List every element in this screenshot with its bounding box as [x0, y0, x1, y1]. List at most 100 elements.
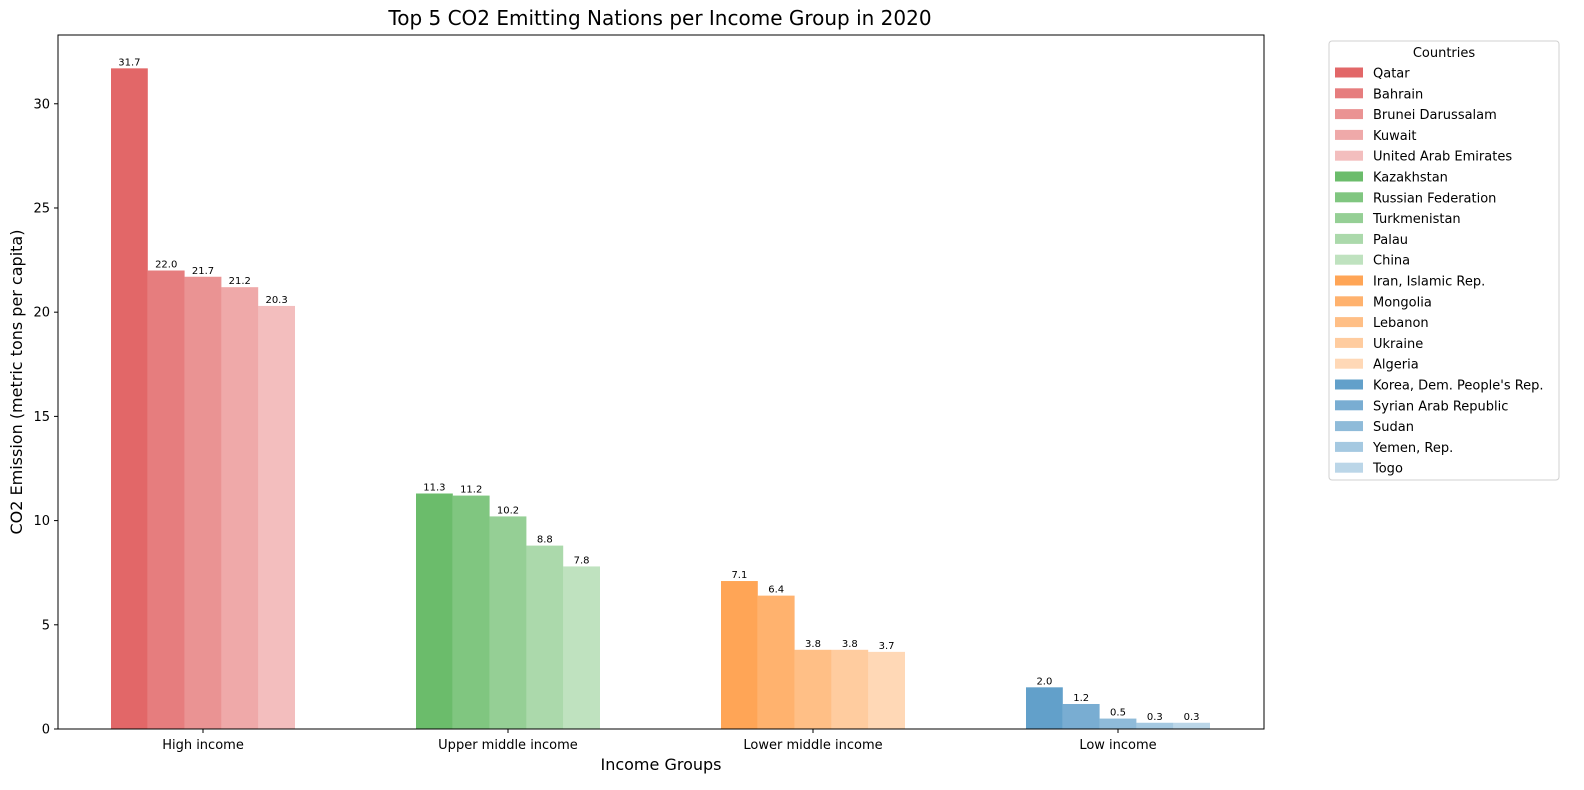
- legend-swatch: [1335, 233, 1363, 244]
- legend-label: Brunei Darussalam: [1373, 108, 1497, 123]
- legend-label: Russian Federation: [1373, 191, 1496, 206]
- legend-label: Yemen, Rep.: [1372, 441, 1453, 456]
- data-label: 11.3: [423, 483, 445, 494]
- data-label: 8.8: [537, 535, 553, 546]
- data-label: 0.3: [1184, 712, 1200, 723]
- data-label: 7.1: [731, 570, 747, 581]
- data-label: 0.5: [1110, 708, 1126, 719]
- data-label: 7.8: [574, 555, 590, 566]
- legend-swatch: [1335, 150, 1363, 161]
- legend-label: China: [1373, 254, 1410, 269]
- legend-label: Lebanon: [1373, 316, 1429, 331]
- data-label: 3.8: [805, 639, 821, 650]
- legend-swatch: [1335, 213, 1363, 224]
- legend-swatch: [1335, 379, 1363, 390]
- data-label: 1.2: [1073, 693, 1089, 704]
- data-label: 22.0: [155, 260, 177, 271]
- data-label: 6.4: [768, 585, 784, 596]
- legend-swatch: [1335, 192, 1363, 203]
- legend-title: Countries: [1413, 46, 1476, 61]
- bar: [1062, 703, 1100, 729]
- y-axis: 0 5 10 15 20 25 30: [33, 97, 58, 738]
- x-tick-label: Low income: [1079, 738, 1156, 753]
- legend-swatch: [1335, 67, 1363, 78]
- legend-label: Algeria: [1373, 358, 1419, 373]
- bar: [794, 649, 832, 729]
- data-label: 11.2: [460, 485, 482, 496]
- bar: [147, 270, 185, 729]
- bar: [1173, 722, 1210, 729]
- bar: [1026, 687, 1063, 729]
- bar: [452, 495, 490, 729]
- y-tick-label: 30: [33, 97, 50, 112]
- y-tick-label: 25: [33, 201, 50, 216]
- x-tick-label: Upper middle income: [438, 738, 578, 753]
- bar: [868, 651, 905, 729]
- legend-label: Turkmenistan: [1372, 212, 1461, 227]
- legend-swatch: [1335, 88, 1363, 99]
- chart-title: Top 5 CO2 Emitting Nations per Income Gr…: [387, 6, 931, 30]
- bar: [184, 276, 222, 729]
- data-labels-layer: 31.7 22.0 21.7 21.2 20.3 11.3 11.2 10.2 8.8 7.8 7.…: [118, 57, 1199, 722]
- legend-swatch: [1335, 400, 1363, 411]
- legend-label: Ukraine: [1373, 337, 1423, 352]
- bar: [1136, 722, 1174, 729]
- legend-frame: [1328, 40, 1560, 481]
- legend-label: Qatar: [1373, 67, 1410, 82]
- bar: [416, 493, 453, 729]
- bar: [721, 581, 758, 729]
- data-label: 20.3: [265, 295, 287, 306]
- legend-label: Mongolia: [1373, 295, 1432, 310]
- legend-swatch: [1335, 317, 1363, 328]
- bar: [489, 516, 527, 729]
- bar: [1099, 718, 1137, 729]
- legend-swatch: [1335, 421, 1363, 432]
- y-tick-label: 5: [42, 618, 50, 633]
- legend-label: United Arab Emirates: [1373, 150, 1512, 165]
- y-tick-label: 15: [33, 410, 50, 425]
- legend-label: Togo: [1372, 462, 1403, 477]
- x-axis: High income Upper middle income Lower midd…: [162, 729, 1157, 753]
- y-tick-label: 10: [33, 514, 50, 529]
- x-axis-label: Income Groups: [600, 755, 721, 774]
- data-label: 31.7: [118, 57, 140, 68]
- bar: [757, 595, 795, 729]
- legend-swatch: [1335, 109, 1363, 120]
- legend-label: Kuwait: [1373, 129, 1416, 144]
- legend-swatch: [1335, 254, 1363, 265]
- bar: [526, 545, 564, 729]
- legend-items: Qatar Bahrain Brunei Darussalam Kuwait Unite…: [1335, 67, 1544, 477]
- legend-swatch: [1335, 171, 1363, 182]
- legend-swatch: [1335, 441, 1363, 452]
- data-label: 0.3: [1147, 712, 1163, 723]
- legend-swatch: [1335, 129, 1363, 140]
- y-axis-label: CO2 Emission (metric tons per capita): [7, 230, 26, 535]
- bar: [221, 287, 259, 729]
- x-tick-label: High income: [162, 738, 244, 753]
- legend-label: Palau: [1373, 233, 1408, 248]
- plot-frame: [57, 34, 1265, 730]
- y-tick-label: 20: [33, 306, 50, 321]
- x-tick-label: Lower middle income: [743, 738, 882, 753]
- data-label: 10.2: [497, 505, 519, 516]
- legend-swatch: [1335, 337, 1363, 348]
- y-tick-label: 0: [42, 723, 50, 738]
- legend-label: Kazakhstan: [1373, 171, 1448, 186]
- legend: Countries Qatar Bahrain Brunei Darussalam K…: [1328, 40, 1560, 481]
- legend-swatch: [1335, 275, 1363, 286]
- legend-swatch: [1335, 358, 1363, 369]
- bar: [111, 68, 148, 730]
- legend-label: Bahrain: [1373, 87, 1423, 102]
- data-label: 21.7: [192, 266, 214, 277]
- legend-swatch: [1335, 296, 1363, 307]
- bar: [258, 305, 295, 729]
- bar: [831, 649, 869, 729]
- legend-label: Iran, Islamic Rep.: [1373, 275, 1485, 290]
- legend-label: Sudan: [1373, 420, 1414, 435]
- legend-label: Korea, Dem. People's Rep.: [1373, 379, 1544, 394]
- bars-layer: [111, 68, 1210, 730]
- data-label: 3.8: [842, 639, 858, 650]
- legend-swatch: [1335, 462, 1363, 473]
- data-label: 2.0: [1036, 676, 1052, 687]
